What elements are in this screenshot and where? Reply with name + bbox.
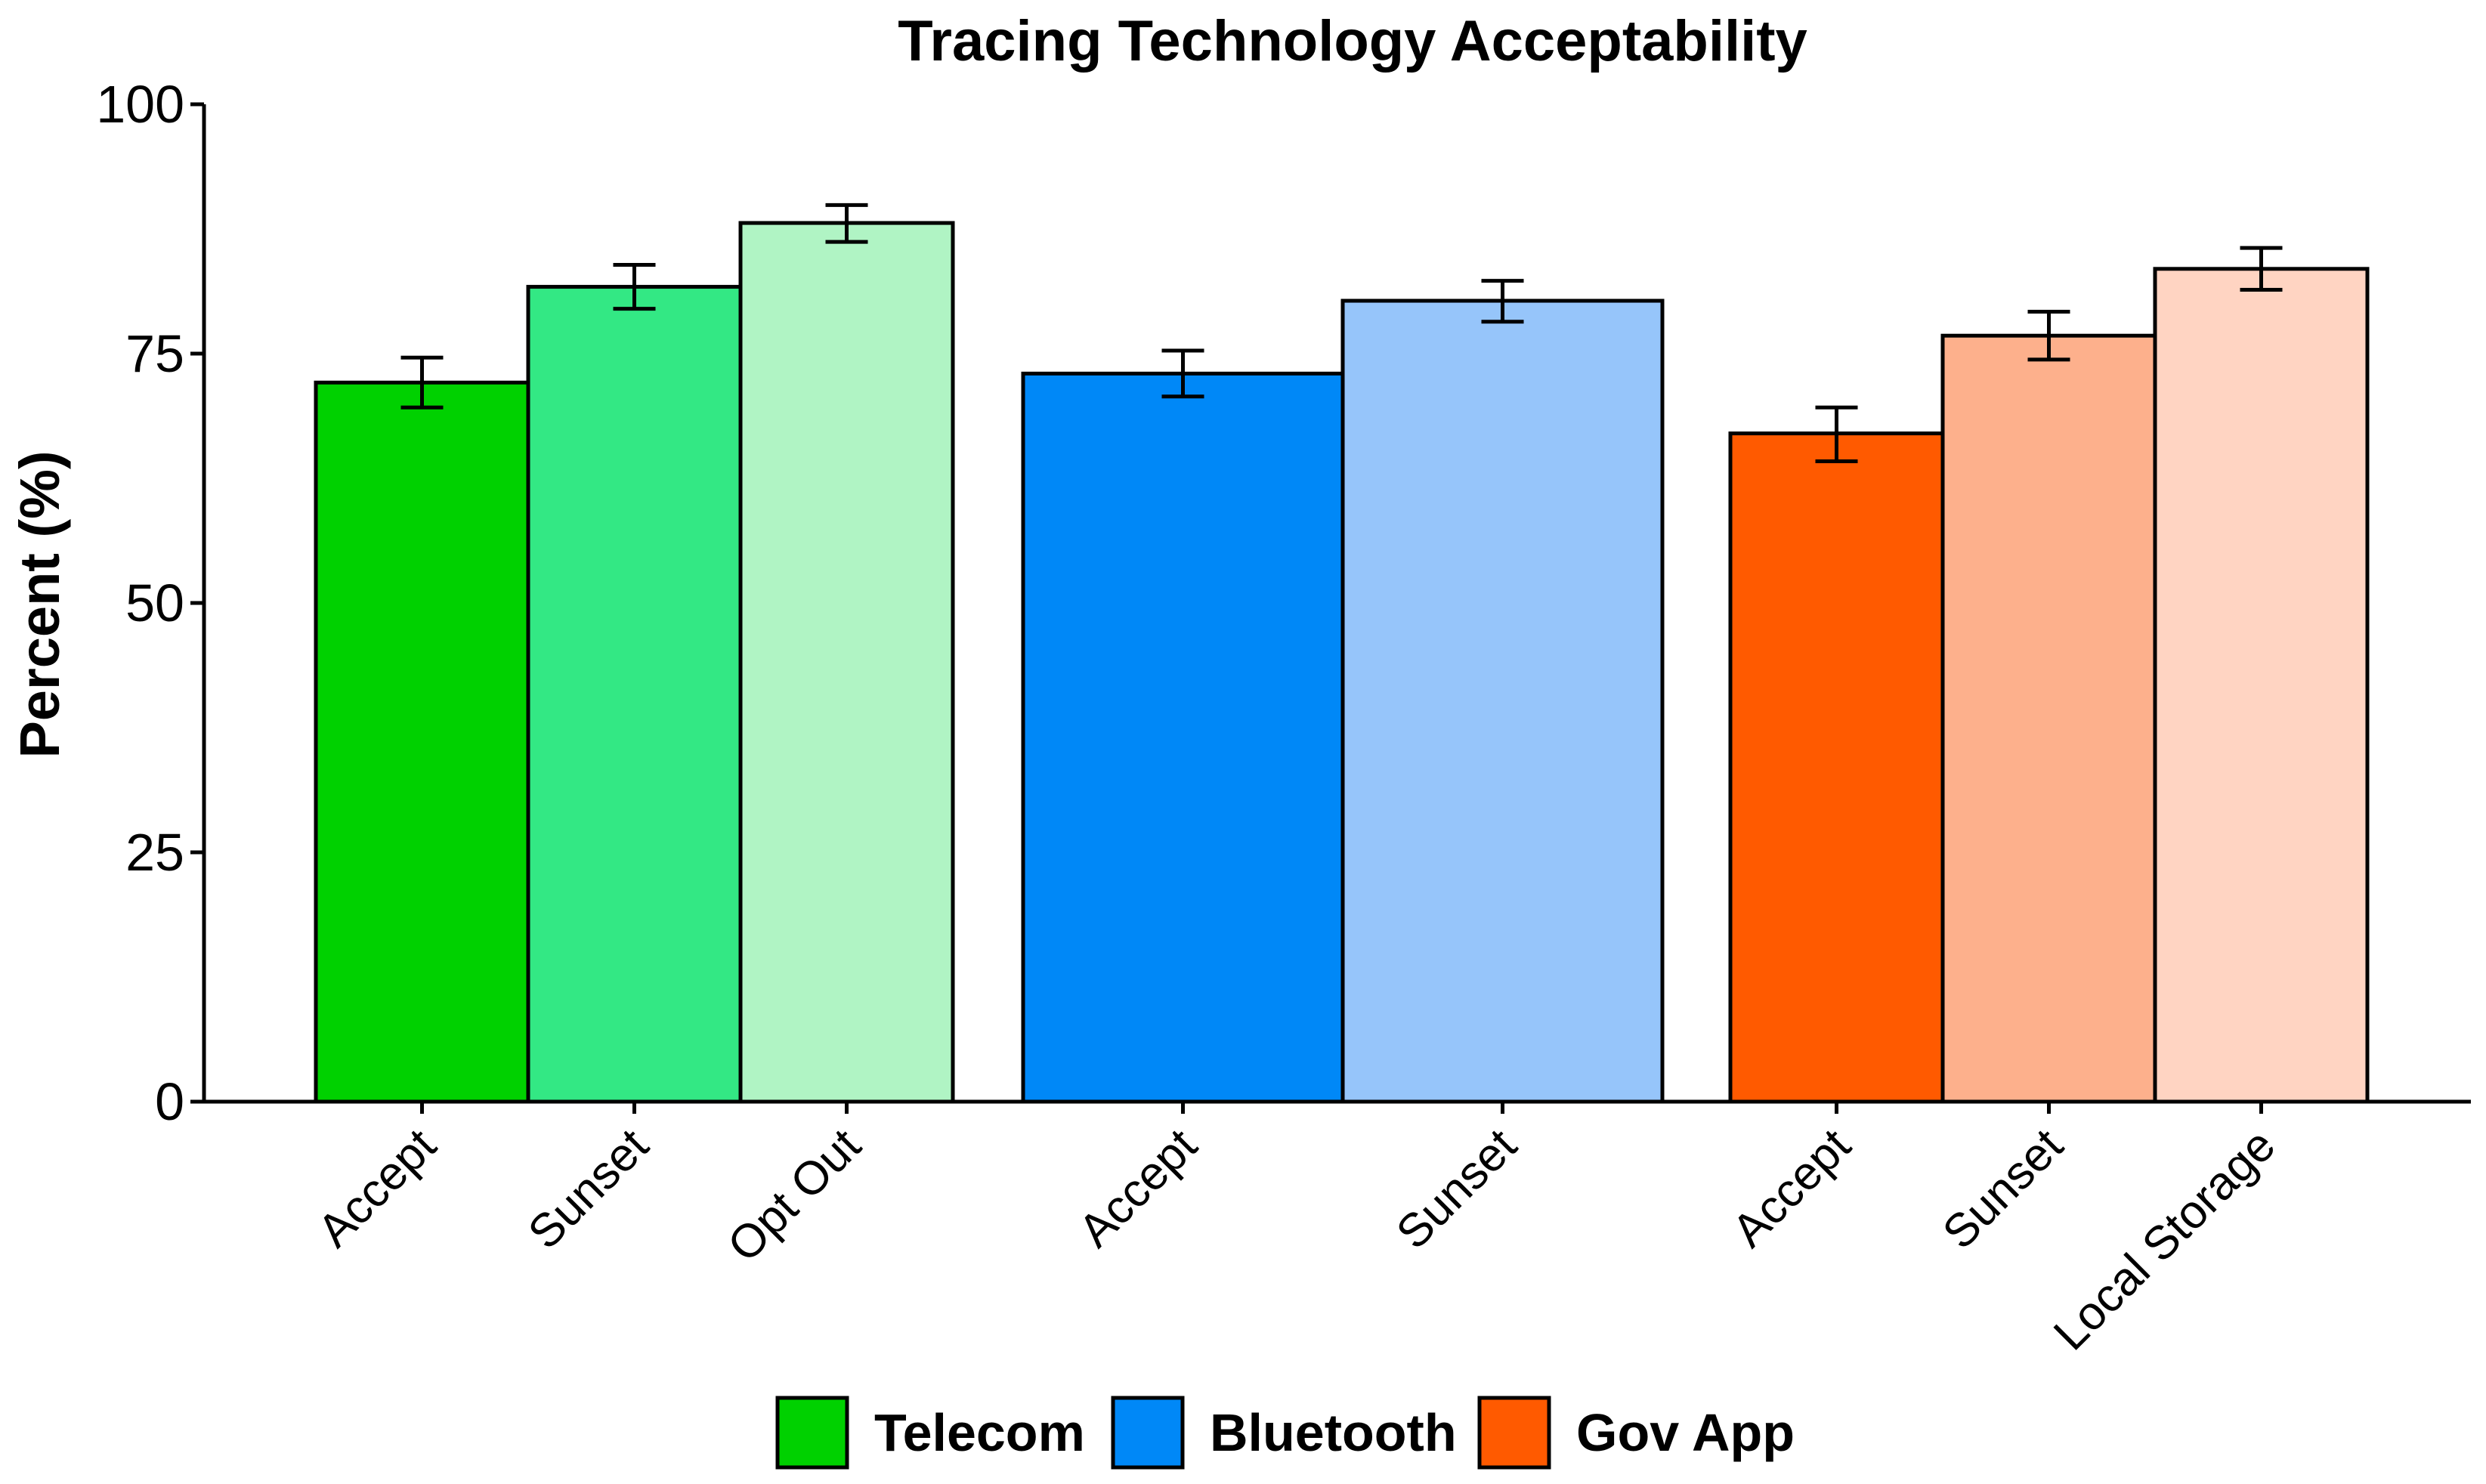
legend-swatch — [1477, 1396, 1551, 1470]
y-tick-label: 75 — [125, 324, 184, 383]
bar-gov-app-accept — [1728, 431, 1945, 1104]
legend-label: Gov App — [1576, 1403, 1795, 1462]
y-axis: 0 25 50 75 100 — [96, 75, 206, 1131]
x-tick-label: Local Storage — [2044, 1119, 2285, 1360]
bar-bluetooth-sunset — [1340, 298, 1665, 1104]
y-tick-label: 100 — [96, 75, 184, 134]
bars-layer — [314, 221, 2370, 1104]
x-tick-labels: Accept Sunset Opt Out Accept Sunset Accept Sun… — [308, 1119, 2286, 1360]
bar-gov-app-sunset — [1940, 333, 2157, 1104]
error-bars-layer — [400, 203, 2283, 464]
bar-bluetooth-accept — [1021, 371, 1345, 1104]
y-tick-label: 25 — [125, 823, 184, 882]
bar-telecom-sunset — [526, 285, 743, 1104]
legend-label: Telecom — [874, 1403, 1085, 1462]
legend: Telecom Bluetooth Gov App — [775, 1396, 1795, 1470]
legend-swatch — [1111, 1396, 1185, 1470]
y-tick-label: 0 — [155, 1072, 184, 1131]
x-tick-label: Accept — [1723, 1119, 1861, 1257]
x-tick-label: Accept — [308, 1119, 447, 1257]
bar-telecom-opt-out — [738, 221, 955, 1104]
x-tick-label: Opt Out — [718, 1119, 870, 1272]
y-tick-label: 50 — [125, 574, 184, 632]
legend-swatch — [775, 1396, 849, 1470]
x-tick-label: Sunset — [1933, 1119, 2073, 1259]
x-tick-label: Accept — [1069, 1119, 1207, 1257]
x-tick-label: Sunset — [518, 1119, 658, 1259]
bar-telecom-accept — [314, 380, 530, 1104]
y-axis-label: Percent (%) — [8, 450, 71, 758]
bar-gov-app-local-storage — [2153, 267, 2370, 1104]
legend-label: Bluetooth — [1210, 1403, 1457, 1462]
x-tick-label: Sunset — [1387, 1119, 1526, 1259]
chart-title: Tracing Technology Acceptability — [898, 9, 1807, 73]
